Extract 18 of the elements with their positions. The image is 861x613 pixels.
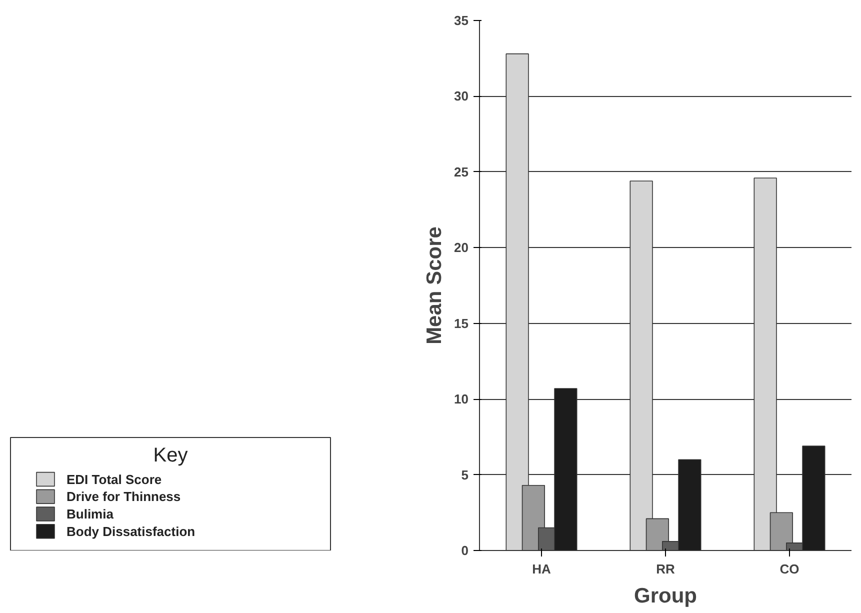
x-tick-label: RR — [656, 562, 676, 576]
y-tick-label: 35 — [454, 13, 469, 28]
y-tick-label: 20 — [454, 240, 469, 256]
legend-title: Key — [153, 444, 188, 466]
x-tick-label: HA — [532, 562, 552, 576]
x-axis-title: Group — [634, 584, 698, 608]
y-tick-label: 15 — [454, 316, 469, 331]
y-tick-label: 25 — [454, 164, 469, 180]
y-tick-label: 10 — [454, 392, 469, 407]
y-tick-label: 30 — [454, 88, 469, 104]
legend-label: Bulimia — [66, 506, 114, 522]
x-tick-label: CO — [780, 562, 800, 576]
legend-label: Drive for Thinness — [66, 489, 181, 504]
y-tick-label: 0 — [461, 543, 469, 558]
legend-label: Body Dissatisfaction — [66, 524, 196, 539]
legend-label: EDI Total Score — [66, 472, 162, 487]
y-tick-label: 5 — [461, 467, 469, 482]
y-axis-title: Mean Score — [423, 226, 446, 344]
